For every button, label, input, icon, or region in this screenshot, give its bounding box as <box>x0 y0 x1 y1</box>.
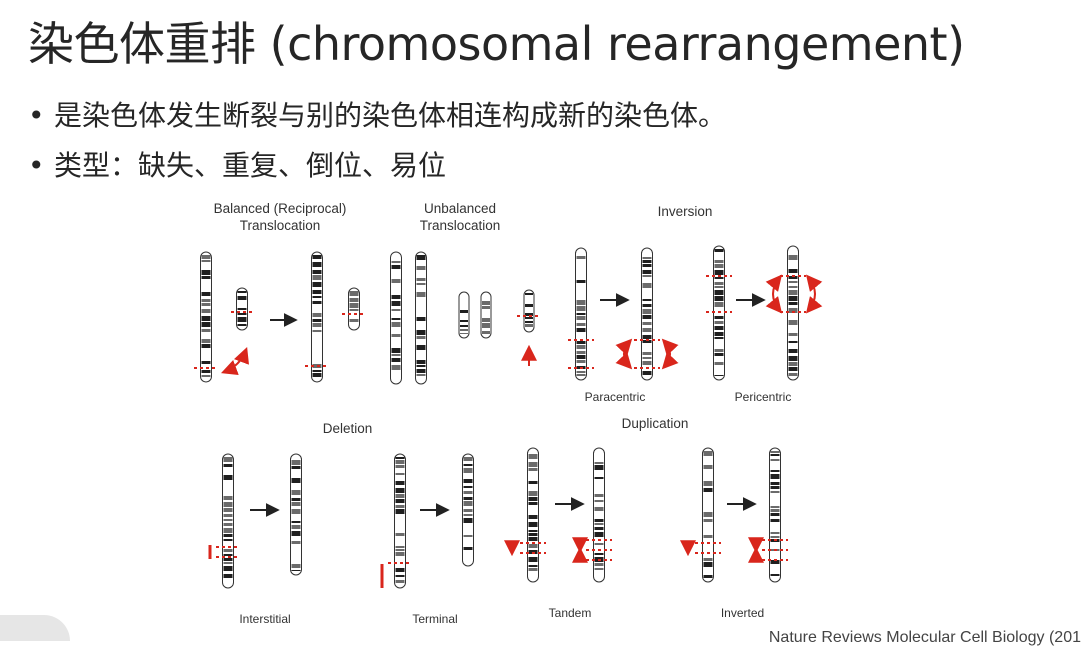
label-terminal: Terminal <box>412 612 458 626</box>
bullet-dot: • <box>28 99 45 132</box>
chromosome <box>458 291 470 339</box>
label-pericentric: Pericentric <box>734 390 792 404</box>
label-inverted: Inverted <box>720 606 765 620</box>
inversion-arrow <box>661 338 679 370</box>
label-duplication: Duplication <box>621 416 689 431</box>
inversion-arrow <box>615 338 633 370</box>
bullet-dot: • <box>28 149 45 182</box>
chromosome <box>462 453 474 567</box>
chromosome <box>527 447 539 583</box>
label-paracentric: Paracentric <box>584 390 646 404</box>
label-tandem: Tandem <box>548 606 592 620</box>
chromosome <box>575 247 587 381</box>
inversion-arrow <box>765 274 783 314</box>
label-balanced-translocation: Balanced (Reciprocal) Translocation <box>200 200 360 234</box>
chromosome <box>394 453 406 589</box>
inversion-arrow <box>805 274 823 314</box>
slide-nav-tab[interactable] <box>0 615 70 641</box>
label-deletion: Deletion <box>322 421 373 436</box>
label-line: Translocation <box>239 218 321 233</box>
slide-title: 染色体重排 (chromosomal rearrangement) <box>28 17 965 71</box>
chromosome <box>769 447 781 583</box>
chromosome <box>222 453 234 589</box>
chromosome <box>702 447 714 583</box>
bullet-types: • 类型：缺失、重复、倒位、易位 <box>28 146 446 186</box>
label-unbalanced-translocation: Unbalanced Translocation <box>395 200 525 234</box>
chromosome <box>641 247 653 381</box>
chromosome <box>290 453 302 576</box>
chromosome <box>593 447 605 583</box>
bullet-definition: • 是染色体发生断裂与别的染色体相连构成新的染色体。 <box>28 96 726 136</box>
bullet-text: 是染色体发生断裂与别的染色体相连构成新的染色体。 <box>54 99 727 132</box>
label-line: Balanced (Reciprocal) <box>213 201 347 216</box>
chromosome <box>480 291 492 339</box>
citation: Nature Reviews Molecular Cell Biology (2… <box>768 629 1081 646</box>
label-line: Translocation <box>419 218 501 233</box>
chromosome <box>200 251 212 383</box>
chromosome <box>523 289 535 333</box>
chromosome <box>348 287 360 331</box>
exchange-arrow <box>221 347 249 375</box>
chromosome <box>390 251 402 385</box>
label-inversion: Inversion <box>657 204 713 219</box>
chromosome <box>311 251 323 383</box>
label-interstitial: Interstitial <box>239 612 291 626</box>
label-line: Unbalanced <box>423 201 497 216</box>
chromosome <box>415 251 427 385</box>
chromosome <box>236 287 248 331</box>
bullet-text: 类型：缺失、重复、倒位、易位 <box>54 149 447 182</box>
